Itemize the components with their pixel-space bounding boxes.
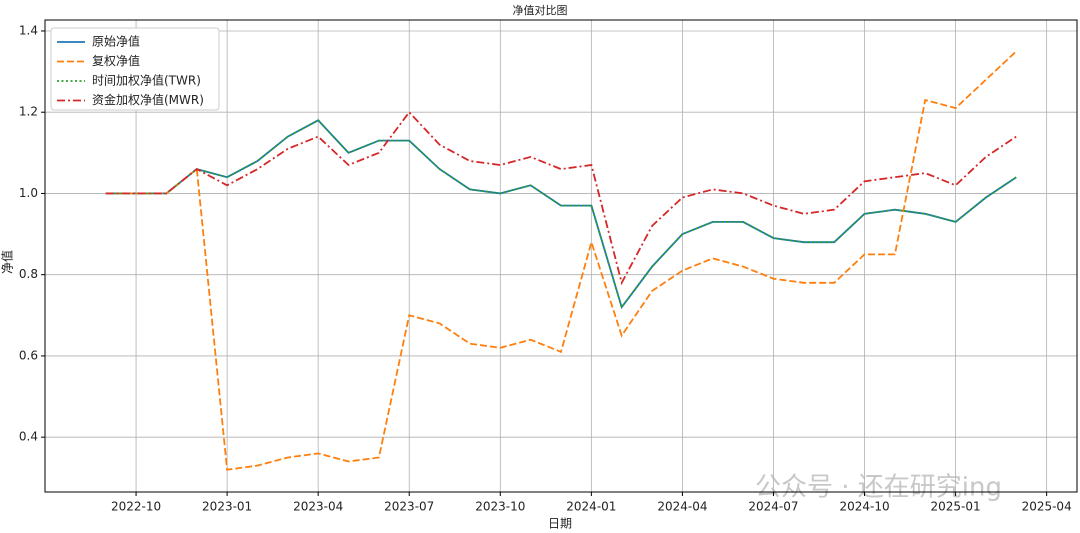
x-tick-label: 2025-01 — [931, 500, 981, 514]
x-tick-label: 2023-10 — [475, 500, 525, 514]
x-tick-label: 2024-07 — [748, 500, 798, 514]
legend-label: 资金加权净值(MWR) — [92, 92, 204, 107]
y-axis-label: 净值 — [0, 250, 15, 274]
legend-label: 复权净值 — [92, 53, 140, 68]
y-tick-label: 0.4 — [19, 430, 38, 444]
plot-frame — [44, 19, 1078, 493]
chart-title: 净值对比图 — [513, 3, 568, 17]
y-tick-label: 1.0 — [19, 186, 38, 200]
line-series — [105, 50, 1017, 471]
x-tick-label: 2023-01 — [202, 500, 252, 514]
legend-label: 时间加权净值(TWR) — [92, 73, 201, 88]
line-series — [105, 110, 1017, 286]
y-tick-label: 1.4 — [19, 23, 38, 37]
y-tick-label: 0.6 — [19, 348, 38, 362]
y-tick-label: 0.8 — [19, 267, 38, 281]
x-tick-label: 2024-04 — [657, 500, 707, 514]
watermark: 公众号 · 还在研究ing — [755, 473, 1002, 503]
line-series — [105, 119, 1017, 310]
legend-label: 原始净值 — [92, 34, 140, 49]
y-tick-label: 1.2 — [19, 105, 38, 119]
line-series — [105, 119, 1017, 310]
x-tick-label: 2024-10 — [839, 500, 889, 514]
x-tick-label: 2023-04 — [293, 500, 343, 514]
x-tick-label: 2023-07 — [384, 500, 434, 514]
legend-box — [50, 27, 220, 111]
x-tick-label: 2024-01 — [566, 500, 616, 514]
x-axis-label: 日期 — [548, 517, 572, 531]
x-tick-label: 2025-04 — [1022, 500, 1072, 514]
x-tick-label: 2022-10 — [111, 500, 161, 514]
